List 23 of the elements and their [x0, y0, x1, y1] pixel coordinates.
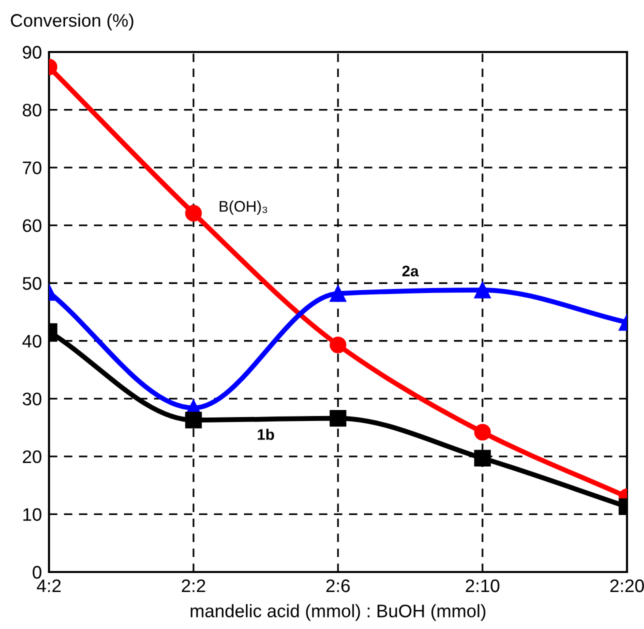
- x-tick-label: 2:10: [466, 579, 500, 592]
- y-tick-label: 0: [32, 566, 42, 579]
- x-axis-title: mandelic acid (mmol) : BuOH (mmol): [190, 604, 486, 621]
- x-tick-label: 2:20: [610, 579, 644, 592]
- y-tick-label: 50: [22, 277, 42, 290]
- series-label: B(OH)₃: [220, 200, 268, 215]
- y-tick-label: 20: [22, 450, 42, 464]
- y-tick-label: 80: [22, 104, 42, 116]
- y-tick-label: 70: [22, 161, 42, 174]
- y-tick-label: 40: [22, 334, 42, 348]
- x-tick-label: 4:2: [36, 579, 61, 592]
- y-tick-label: 10: [23, 508, 42, 521]
- series-label: 1b: [258, 428, 274, 440]
- x-tick-label: 2:6: [326, 579, 350, 592]
- series-label: 2a: [402, 266, 419, 276]
- point: [330, 410, 346, 427]
- y-axis-title: Conversion (%): [10, 14, 134, 30]
- y-tick-label: 60: [22, 219, 42, 232]
- x-tick-label: 2:2: [182, 579, 206, 592]
- y-tick-label: 90: [22, 46, 42, 59]
- point: [330, 336, 346, 354]
- y-tick-label: 30: [22, 392, 42, 406]
- point: [330, 285, 346, 302]
